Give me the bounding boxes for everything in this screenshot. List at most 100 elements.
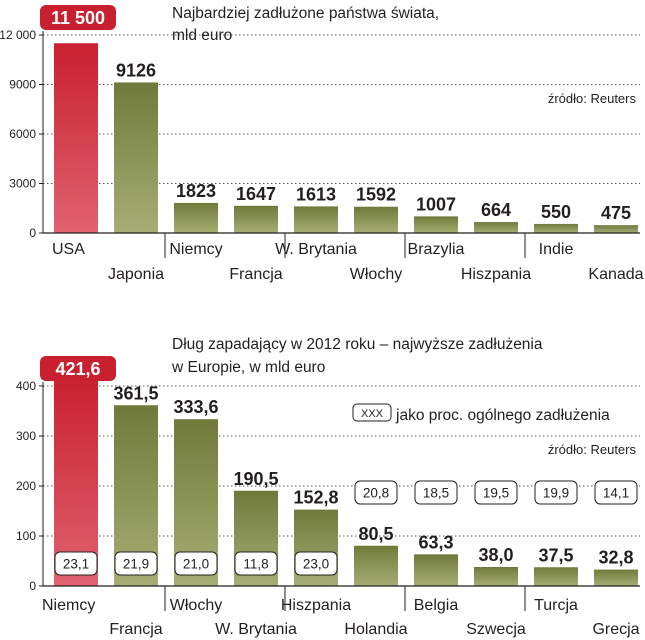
category-label: Francja (109, 621, 162, 638)
y-tick-label: 200 (16, 479, 36, 493)
y-tick-label: 400 (16, 379, 36, 393)
bar-value-label: 37,5 (538, 545, 573, 565)
bar-value-label: 1592 (356, 185, 396, 205)
bar-value-label: 475 (601, 203, 631, 223)
bar-value-label: 38,0 (478, 545, 513, 565)
percent-box (354, 480, 398, 505)
bar-indie (534, 223, 578, 233)
bar-value-label: 32,8 (598, 548, 633, 568)
category-label: Włochy (170, 597, 222, 614)
chart-debt-maturing-2012: Dług zapadający w 2012 roku – najwyższe … (16, 336, 640, 638)
y-tick-label: 9000 (9, 78, 36, 92)
percent-label: 11,8 (243, 557, 268, 572)
bar-w-ochy (354, 206, 398, 233)
bar-value-label: 664 (481, 200, 511, 220)
bar-value-label: 361,5 (113, 383, 158, 403)
legend-sample-box (352, 403, 392, 422)
percent-box (294, 551, 338, 576)
bar-japonia (114, 82, 158, 234)
bar-value-label: 1613 (296, 184, 336, 204)
bar-value-label: 190,5 (233, 469, 278, 489)
bar-usa (54, 43, 98, 233)
chart-source: źródło: Reuters (548, 442, 637, 457)
percent-box (474, 480, 518, 505)
category-label: Indie (539, 241, 574, 258)
bar-value-label: 421,6 (55, 359, 100, 379)
percent-box (594, 480, 638, 505)
category-label: Francja (229, 266, 282, 283)
bar-value-label: 9126 (116, 60, 156, 80)
category-label: Turcja (534, 597, 578, 614)
bar-turcja (534, 567, 578, 586)
percent-box (114, 551, 158, 576)
bar-value-label: 550 (541, 202, 571, 222)
bar-hiszpania (474, 222, 518, 233)
percent-label: 19,9 (543, 486, 569, 501)
y-tick-label: 0 (29, 226, 36, 240)
highlight-value-badge (40, 5, 116, 30)
bar-value-label: 333,6 (173, 397, 218, 417)
category-label: Niemcy (169, 241, 222, 258)
category-label: Hiszpania (461, 266, 531, 283)
bar-szwecja (474, 567, 518, 586)
category-label: W. Brytania (275, 241, 357, 258)
percent-box (414, 480, 458, 505)
percent-label: 23,0 (303, 557, 329, 572)
bar-kanada (594, 225, 638, 233)
percent-box (174, 551, 218, 576)
y-tick-label: 100 (16, 529, 36, 543)
percent-label: 21,9 (123, 557, 149, 572)
category-label: Holandia (344, 621, 407, 638)
bar-value-label: 1647 (236, 184, 276, 204)
legend-label: jako proc. ogólnego zadłużenia (395, 407, 610, 424)
bar-value-label: 63,3 (418, 532, 453, 552)
highlight-value-badge (40, 356, 116, 381)
bar-francja (234, 205, 278, 233)
category-label: Brazylia (408, 241, 465, 258)
bar-value-label: 1823 (176, 181, 216, 201)
bar-brazylia (414, 216, 458, 233)
y-tick-label: 0 (29, 579, 36, 593)
bar-niemcy (174, 202, 218, 233)
percent-box (234, 551, 278, 576)
category-label: W. Brytania (215, 621, 297, 638)
chart-subtitle: w Europie, w mld euro (171, 359, 325, 376)
category-label: Hiszpania (281, 597, 351, 614)
chart-most-indebted-countries: Najbardziej zadłużone państwa świata, mld… (0, 5, 644, 283)
category-label: Belgia (414, 597, 459, 614)
percent-label: 18,5 (423, 486, 449, 501)
chart-title: Najbardziej zadłużone państwa świata, (172, 5, 439, 22)
percent-box (54, 551, 98, 576)
bar-grecja (594, 569, 638, 586)
percent-label: 23,1 (63, 557, 89, 572)
y-tick-label: 300 (16, 429, 36, 443)
percent-box (534, 480, 578, 505)
bar-niemcy (54, 375, 98, 586)
chart-source: źródło: Reuters (548, 91, 637, 106)
chart-title: Dług zapadający w 2012 roku – najwyższe … (172, 336, 543, 353)
category-label: Grecja (592, 621, 639, 638)
percent-label: 19,5 (483, 486, 509, 501)
percent-label: 14,1 (603, 486, 629, 501)
percent-label: 20,8 (363, 486, 389, 501)
category-label: Niemcy (42, 597, 95, 614)
percent-label: 21,0 (183, 557, 209, 572)
category-label: USA (52, 241, 85, 258)
bar-value-label: 1007 (416, 194, 456, 214)
category-label: Kanada (588, 266, 643, 283)
bar-holandia (354, 545, 398, 586)
bar-value-label: 80,5 (358, 524, 393, 544)
bar-value-label: 11 500 (51, 8, 105, 28)
category-label: Japonia (108, 266, 164, 283)
bar-value-label: 152,8 (293, 488, 338, 508)
y-tick-label: 6000 (9, 127, 36, 141)
category-label: Szwecja (466, 621, 526, 638)
y-tick-label: 12 000 (0, 28, 36, 42)
bar-w-brytania (294, 206, 338, 233)
chart-subtitle: mld euro (172, 27, 232, 44)
category-label: Włochy (350, 266, 402, 283)
bar-belgia (414, 554, 458, 586)
y-tick-label: 3000 (9, 177, 36, 191)
legend-sample-label: XXX (361, 408, 384, 420)
